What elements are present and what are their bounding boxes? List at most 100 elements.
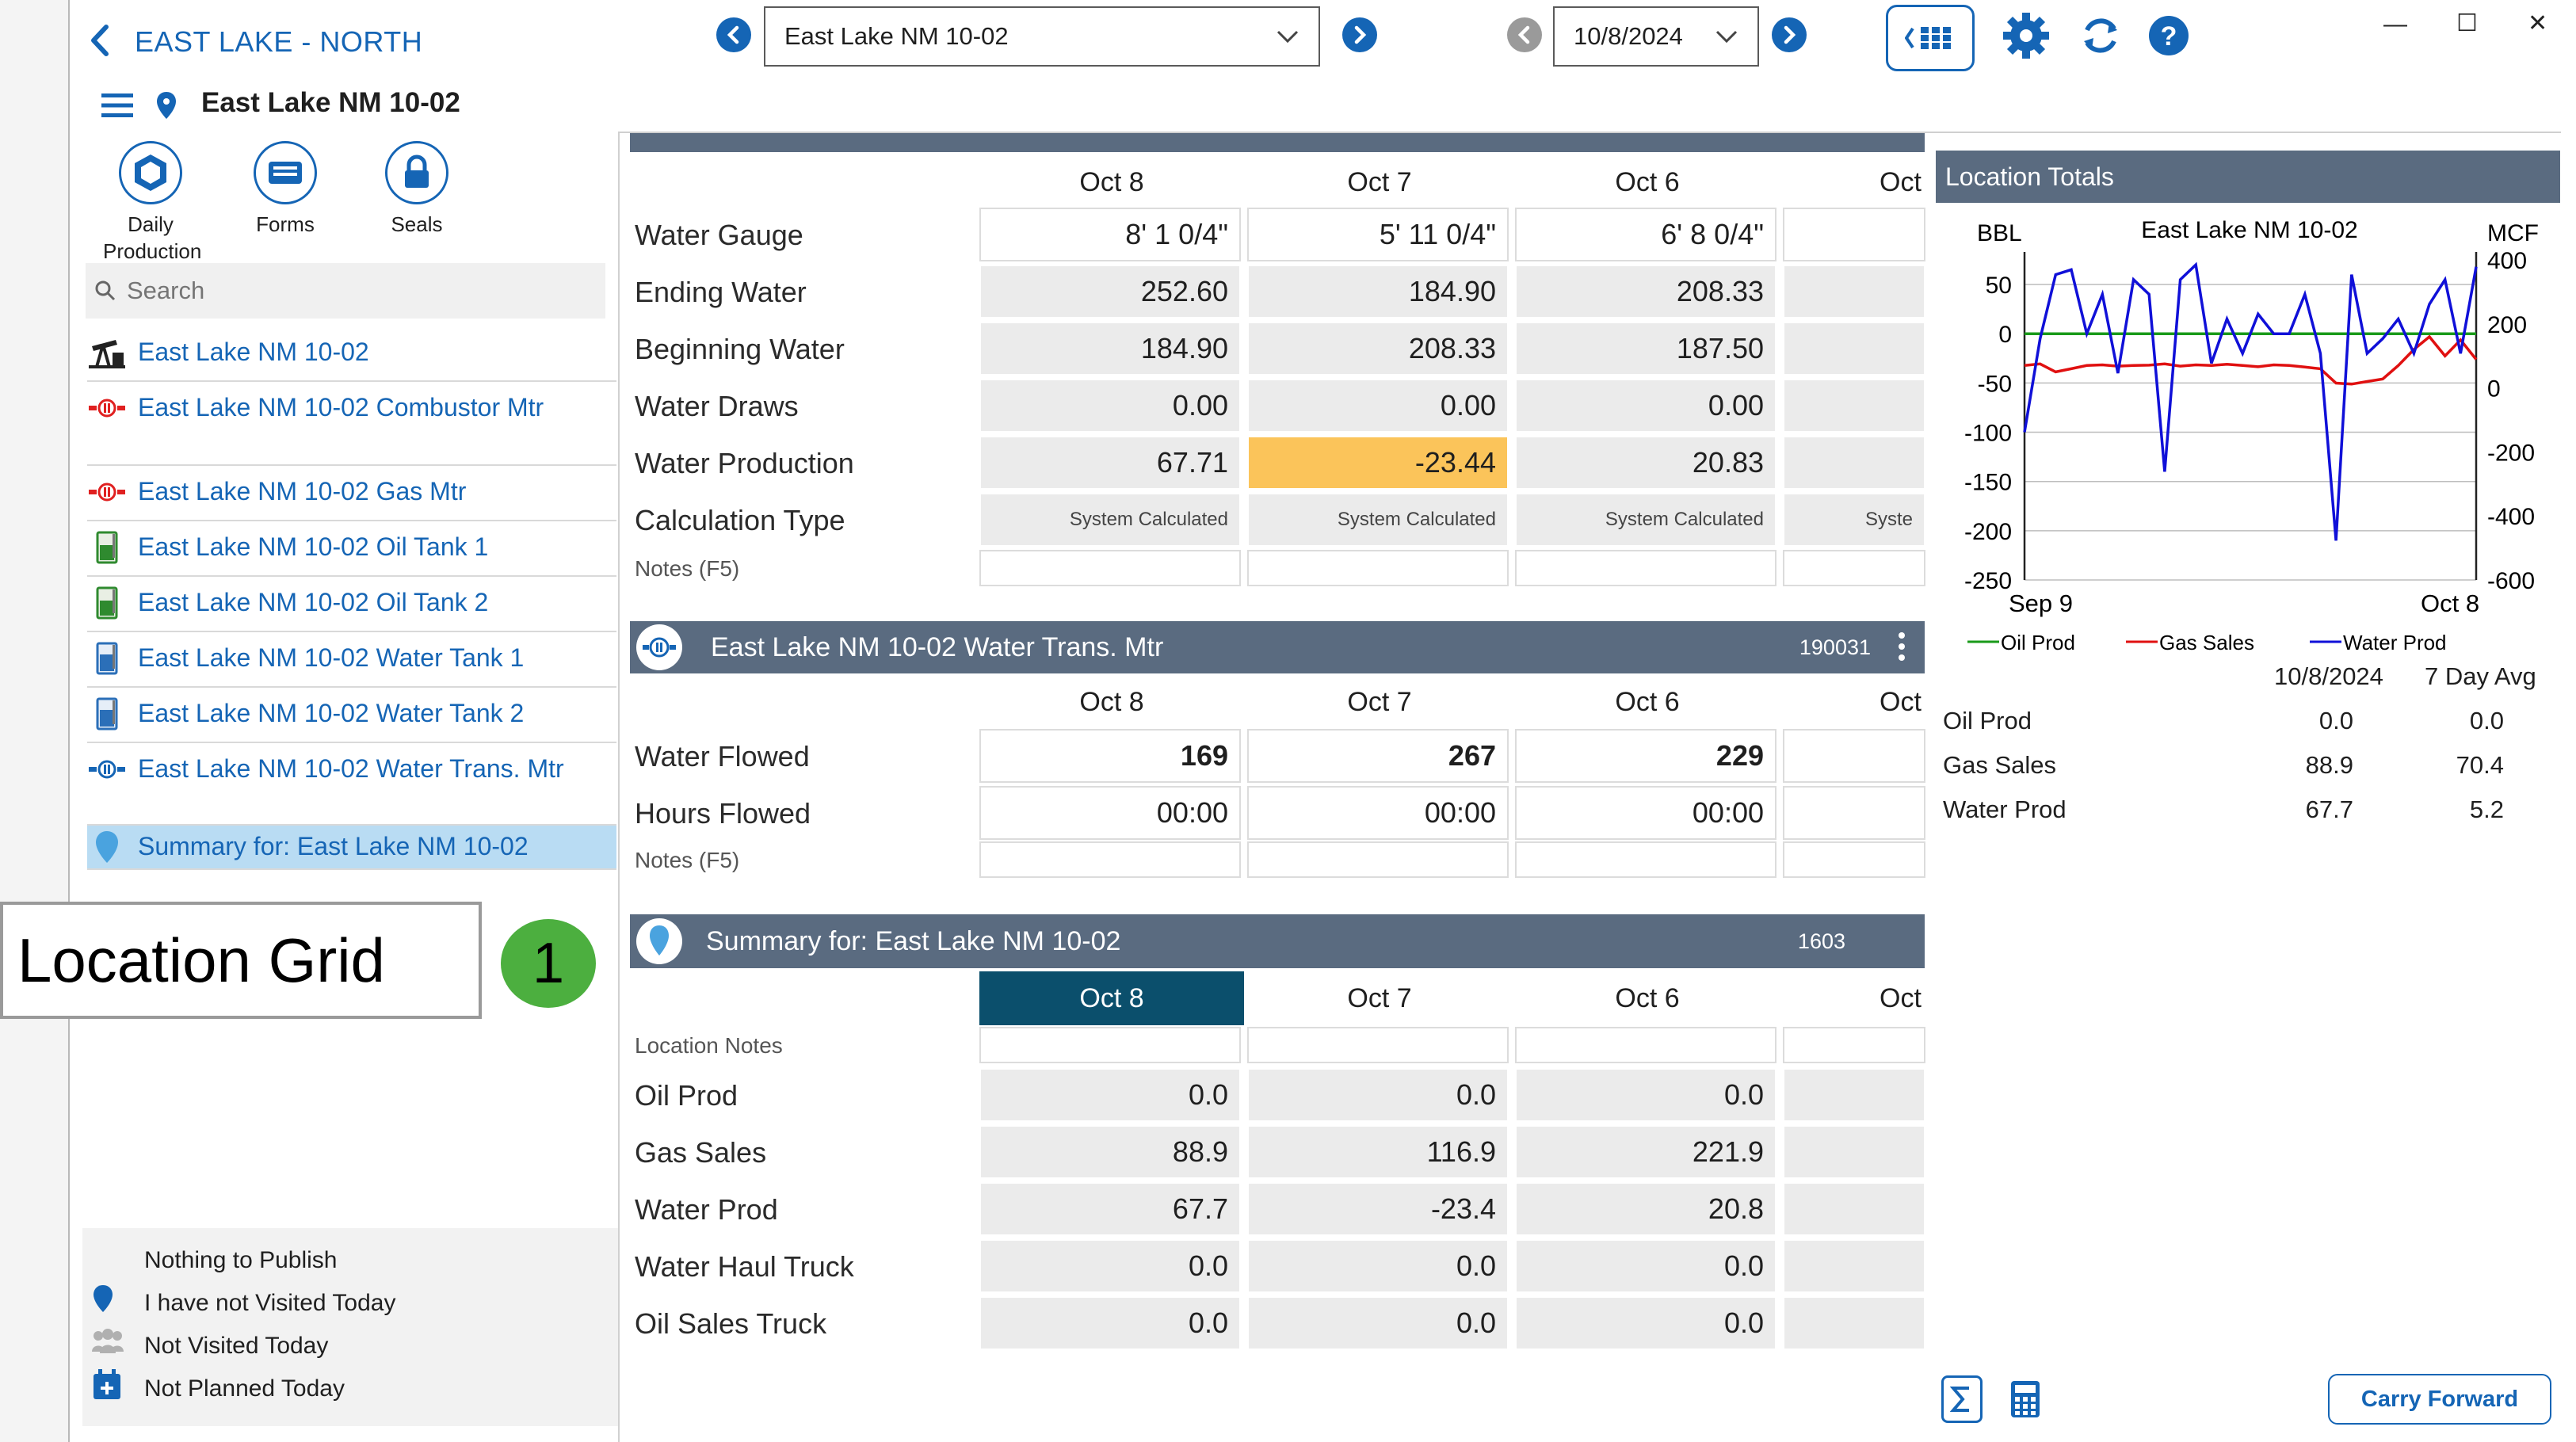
grid-cell[interactable]: 0.0	[979, 1239, 1241, 1293]
date-select[interactable]: 10/8/2024	[1553, 6, 1759, 67]
grid-cell[interactable]	[1783, 1182, 1925, 1236]
grid-cell[interactable]: 252.60	[979, 265, 1241, 319]
location-list-item[interactable]: East Lake NM 10-02 Combustor Mtr	[87, 382, 616, 466]
hamburger-menu-button[interactable]	[101, 92, 133, 119]
grid-cell[interactable]: 0.0	[1247, 1296, 1509, 1350]
grid-cell[interactable]	[1783, 1296, 1925, 1350]
grid-cell[interactable]	[1515, 1027, 1776, 1063]
grid-cell[interactable]	[1247, 1027, 1509, 1063]
prev-date-button[interactable]	[1507, 17, 1542, 52]
date-column-header[interactable]: Oct 8	[979, 971, 1244, 1025]
location-list-item[interactable]: East Lake NM 10-02 Gas Mtr	[87, 466, 616, 521]
date-column-header[interactable]: Oct 6	[1615, 167, 1680, 197]
grid-cell[interactable]: 8' 1 0/4"	[979, 208, 1241, 261]
next-date-button[interactable]	[1772, 17, 1807, 52]
grid-cell[interactable]	[1783, 208, 1925, 261]
grid-cell[interactable]: 208.33	[1515, 265, 1776, 319]
grid-cell[interactable]: -23.44	[1247, 436, 1509, 490]
location-list-item[interactable]: East Lake NM 10-02 Water Tank 1	[87, 632, 616, 688]
calculator-button[interactable]	[2005, 1375, 2046, 1423]
grid-cell[interactable]	[979, 1027, 1241, 1063]
minimize-button[interactable]: —	[2383, 11, 2407, 37]
grid-cell[interactable]: Syste	[1783, 493, 1925, 547]
grid-cell[interactable]	[1515, 550, 1776, 586]
nav-forms[interactable]: Forms	[242, 135, 328, 238]
grid-cell[interactable]: System Calculated	[1247, 493, 1509, 547]
grid-cell[interactable]: 169	[979, 729, 1241, 783]
location-list-item[interactable]: East Lake NM 10-02	[87, 326, 616, 382]
grid-cell[interactable]: 67.71	[979, 436, 1241, 490]
grid-cell[interactable]: 00:00	[979, 786, 1241, 840]
grid-cell[interactable]	[1247, 841, 1509, 878]
grid-cell[interactable]: 20.8	[1515, 1182, 1776, 1236]
grid-cell[interactable]: 0.00	[1247, 379, 1509, 433]
more-options-icon[interactable]	[1898, 631, 1906, 670]
grid-cell[interactable]	[1783, 841, 1925, 878]
grid-cell[interactable]: 67.7	[979, 1182, 1241, 1236]
grid-cell[interactable]: 0.0	[1247, 1068, 1509, 1122]
back-button[interactable]	[86, 22, 114, 59]
date-column-header[interactable]: Oct 7	[1347, 167, 1412, 197]
grid-cell[interactable]	[1783, 1027, 1925, 1063]
grid-cell[interactable]: 0.00	[979, 379, 1241, 433]
location-select[interactable]: East Lake NM 10-02	[764, 6, 1320, 67]
grid-toggle-button[interactable]	[1886, 5, 1975, 71]
grid-cell[interactable]: System Calculated	[979, 493, 1241, 547]
location-list-item[interactable]: East Lake NM 10-02 Water Trans. Mtr	[87, 743, 616, 826]
date-column-header[interactable]: Oct 7	[1347, 983, 1412, 1013]
date-column-header[interactable]: Oct 6	[1615, 687, 1680, 717]
date-column-header[interactable]: Oct	[1880, 687, 1922, 717]
carry-forward-button[interactable]: Carry Forward	[2328, 1374, 2551, 1425]
grid-cell[interactable]	[1515, 841, 1776, 878]
location-list-item[interactable]: East Lake NM 10-02 Oil Tank 2	[87, 577, 616, 632]
date-column-header[interactable]: Oct 8	[1079, 167, 1144, 197]
date-column-header[interactable]: Oct 6	[1615, 983, 1680, 1013]
grid-cell[interactable]: 0.0	[1515, 1239, 1776, 1293]
grid-cell[interactable]	[1783, 379, 1925, 433]
grid-cell[interactable]: System Calculated	[1515, 493, 1776, 547]
date-column-header[interactable]: Oct	[1880, 983, 1922, 1013]
maximize-button[interactable]: ☐	[2456, 10, 2478, 36]
location-list-item[interactable]: Summary for: East Lake NM 10-02	[87, 826, 616, 870]
grid-cell[interactable]: 6' 8 0/4"	[1515, 208, 1776, 261]
grid-cell[interactable]	[979, 841, 1241, 878]
grid-cell[interactable]	[1783, 322, 1925, 376]
sum-button[interactable]	[1941, 1375, 1983, 1423]
grid-cell[interactable]: 208.33	[1247, 322, 1509, 376]
grid-cell[interactable]: 0.0	[979, 1068, 1241, 1122]
grid-cell[interactable]: 0.0	[1515, 1296, 1776, 1350]
grid-cell[interactable]: 0.0	[979, 1296, 1241, 1350]
grid-cell[interactable]	[1783, 550, 1925, 586]
grid-cell[interactable]	[1783, 1068, 1925, 1122]
grid-cell[interactable]: 20.83	[1515, 436, 1776, 490]
grid-cell[interactable]	[1247, 550, 1509, 586]
area-title[interactable]: EAST LAKE - NORTH	[135, 25, 423, 58]
search-box[interactable]	[86, 263, 605, 319]
location-list-item[interactable]: East Lake NM 10-02 Water Tank 2	[87, 688, 616, 743]
grid-cell[interactable]: 00:00	[1515, 786, 1776, 840]
grid-cell[interactable]: 116.9	[1247, 1125, 1509, 1179]
date-column-header[interactable]: Oct	[1880, 167, 1922, 197]
grid-cell[interactable]: 184.90	[1247, 265, 1509, 319]
help-button[interactable]: ?	[2136, 3, 2201, 68]
grid-cell[interactable]	[1783, 729, 1925, 783]
grid-cell[interactable]	[1783, 786, 1925, 840]
grid-cell[interactable]: 88.9	[979, 1125, 1241, 1179]
grid-cell[interactable]	[1783, 265, 1925, 319]
grid-cell[interactable]	[1783, 436, 1925, 490]
close-button[interactable]: ✕	[2528, 10, 2548, 36]
grid-cell[interactable]: 184.90	[979, 322, 1241, 376]
grid-cell[interactable]: 0.0	[1247, 1239, 1509, 1293]
date-column-header[interactable]: Oct 7	[1347, 687, 1412, 717]
location-list-item[interactable]: East Lake NM 10-02 Oil Tank 1	[87, 521, 616, 577]
nav-daily-production[interactable]: Daily Production	[103, 135, 201, 263]
next-location-button[interactable]	[1342, 17, 1377, 52]
date-column-header[interactable]: Oct 8	[1079, 687, 1144, 717]
grid-cell[interactable]: -23.4	[1247, 1182, 1509, 1236]
search-input[interactable]	[127, 277, 571, 305]
prev-location-button[interactable]	[716, 17, 751, 52]
grid-cell[interactable]: 221.9	[1515, 1125, 1776, 1179]
grid-cell[interactable]: 267	[1247, 729, 1509, 783]
grid-cell[interactable]	[979, 550, 1241, 586]
grid-cell[interactable]: 0.00	[1515, 379, 1776, 433]
